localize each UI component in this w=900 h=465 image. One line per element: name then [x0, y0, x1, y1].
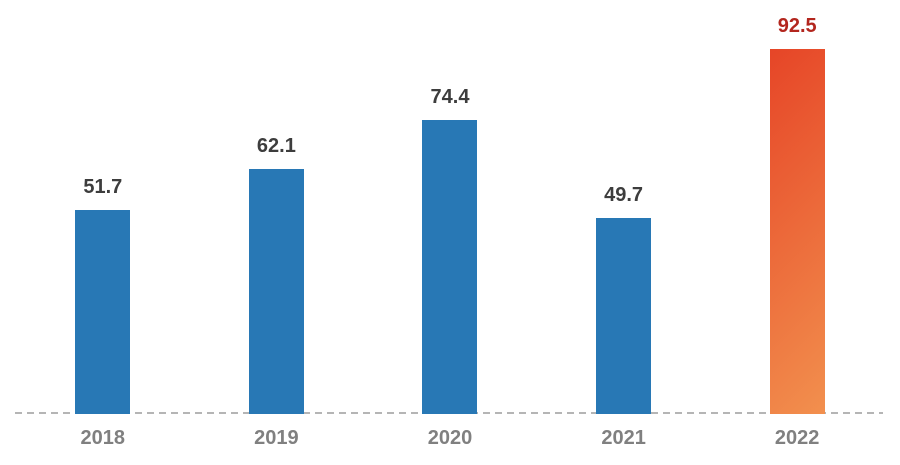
bar-column-2020: 74.4 [363, 0, 537, 414]
bar-2022 [769, 49, 825, 414]
bar-column-2022: 92.5 [710, 0, 884, 414]
value-label-2021: 49.7 [604, 184, 644, 206]
category-label-2022: 2022 [774, 427, 820, 449]
bar-column-2019: 62.1 [190, 0, 364, 414]
value-label-2022: 92.5 [777, 15, 817, 37]
bar-2018 [75, 210, 131, 414]
value-label-2019: 62.1 [256, 135, 296, 157]
bar-column-2018: 51.7 [16, 0, 190, 414]
plot-area: 51.7 62.1 74.4 49.7 92.5 [16, 0, 884, 414]
value-label-2018: 51.7 [83, 176, 123, 198]
category-label-2018: 2018 [80, 427, 126, 449]
x-axis-labels: 2018 2019 2020 2021 2022 [16, 426, 884, 450]
category-label-2019: 2019 [254, 427, 299, 449]
bar-column-2021: 49.7 [537, 0, 711, 414]
bar-2021 [596, 218, 652, 414]
category-label-2021: 2021 [601, 427, 646, 449]
value-label-2020: 74.4 [430, 86, 470, 108]
bar-2019 [248, 169, 304, 414]
category-label-2020: 2020 [427, 427, 473, 449]
bar-2020 [422, 120, 478, 414]
